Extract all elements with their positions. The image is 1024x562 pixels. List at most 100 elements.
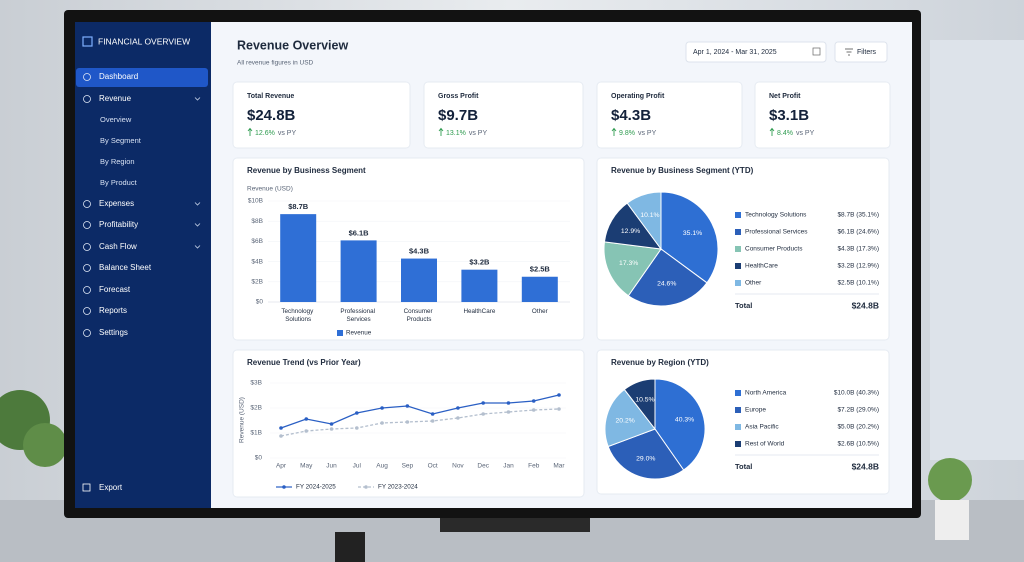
nav-item[interactable]: Overview: [100, 115, 132, 124]
y-tick-label: $6B: [251, 238, 263, 245]
up-arrow: [247, 127, 253, 136]
nav-item[interactable]: Forecast: [99, 285, 131, 294]
chart-title: Revenue by Business Segment (YTD): [611, 166, 754, 175]
legend-swatch: [735, 246, 741, 252]
slice-label: 20.2%: [616, 417, 635, 424]
legend-label: Consumer Products: [745, 246, 803, 253]
x-tick-label: Oct: [428, 463, 438, 470]
up-arrow: [611, 127, 617, 136]
slice-label: 12.9%: [621, 228, 640, 235]
nav-item[interactable]: By Segment: [100, 136, 142, 145]
point: [481, 401, 485, 405]
legend-swatch: [735, 424, 741, 430]
axis-title: Revenue (USD): [239, 397, 246, 443]
value-label: $8.7B: [288, 202, 309, 211]
legend-label: Asia Pacific: [745, 424, 779, 431]
plant: [23, 423, 67, 467]
nav-item[interactable]: Revenue: [99, 94, 132, 103]
nav-active: [76, 68, 208, 87]
nav-item[interactable]: Profitability: [99, 220, 138, 229]
legend-label: Technology Solutions: [745, 212, 807, 219]
x-tick-label: Sep: [402, 463, 414, 470]
nav-item[interactable]: Reports: [99, 306, 127, 315]
slice-label: 40.3%: [675, 416, 694, 423]
nav-item[interactable]: Cash Flow: [99, 242, 137, 251]
total-value: $24.8B: [852, 461, 879, 471]
nav-item[interactable]: By Region: [100, 157, 135, 166]
slice-label: 35.1%: [683, 230, 702, 237]
point: [456, 416, 460, 420]
nav-item[interactable]: Export: [99, 483, 123, 492]
kpi-change: 12.6%: [255, 130, 275, 137]
card: [232, 81, 411, 149]
x-tick-label: Mar: [553, 463, 565, 470]
pie-slice: [654, 378, 706, 471]
nav-item[interactable]: Balance Sheet: [99, 263, 152, 272]
nav-item[interactable]: By Product: [100, 178, 138, 187]
chevron: [194, 202, 201, 206]
slice-label: 24.6%: [657, 281, 676, 288]
filter-icon: [845, 48, 853, 56]
kpi-change: 8.4%: [777, 130, 793, 137]
x-tick-label: Technology Solutions: [281, 308, 315, 323]
y-tick-label: $0: [255, 455, 263, 462]
y-tick-label: $4B: [251, 258, 263, 265]
point: [456, 406, 460, 410]
window: [930, 40, 1024, 460]
point: [355, 426, 359, 430]
pie-slice: [660, 191, 719, 284]
y-tick-label: $2B: [250, 405, 262, 412]
icon: [82, 483, 91, 492]
point: [304, 429, 309, 433]
x-tick-label: May: [300, 463, 313, 470]
legend-label: HealthCare: [745, 263, 778, 270]
pie-slice: [627, 248, 708, 307]
x-tick-label: HealthCare: [463, 308, 495, 315]
value-label: $3.2B: [469, 258, 490, 267]
pie-slice: [603, 241, 662, 297]
pie-slice: [607, 428, 685, 480]
up-arrow: [438, 127, 444, 136]
y-tick-label: $3B: [250, 380, 262, 387]
nav-item[interactable]: Dashboard: [99, 72, 138, 81]
legend-label: FY 2023-2024: [378, 484, 418, 491]
x-tick-label: Aug: [376, 463, 388, 470]
legend-value: $2.5B (10.1%): [837, 280, 879, 287]
calendar-icon: [812, 47, 821, 56]
total-value: $24.8B: [852, 300, 879, 310]
y-tick-label: $2B: [251, 279, 263, 286]
filters-button[interactable]: [834, 41, 888, 63]
bar: [401, 258, 437, 302]
point: [405, 404, 410, 408]
icon: [83, 95, 91, 103]
nav-item[interactable]: Expenses: [99, 199, 134, 208]
point: [430, 419, 435, 423]
date-range: Apr 1, 2024 - Mar 31, 2025: [693, 49, 777, 56]
total-label: Total: [735, 301, 752, 310]
series-line: [280, 408, 560, 437]
nav-item[interactable]: Settings: [99, 328, 128, 337]
chevron: [194, 245, 201, 249]
legend-value: $3.2B (12.9%): [837, 263, 879, 270]
point: [279, 434, 283, 438]
x-tick-label: Feb: [528, 463, 540, 470]
value-label: $6.1B: [349, 228, 370, 237]
icon: [83, 243, 91, 251]
legend-swatch: [735, 229, 741, 235]
chart-title: Revenue Trend (vs Prior Year): [247, 358, 361, 367]
pot: [935, 500, 969, 540]
legend-point: [364, 485, 368, 489]
date-picker[interactable]: [685, 41, 827, 63]
icon: [83, 200, 91, 208]
kpi-change: 13.1%: [446, 130, 466, 137]
sidebar-title: FINANCIAL OVERVIEW: [98, 36, 190, 46]
filters-label: Filters: [857, 49, 877, 56]
kpi-label: Operating Profit: [611, 93, 665, 100]
x-tick-label: Professional Services: [340, 308, 376, 323]
legend-swatch: [735, 441, 741, 447]
legend-label: Rest of World: [745, 441, 785, 448]
point: [279, 426, 283, 430]
icon: [83, 73, 91, 81]
legend-swatch: [337, 330, 343, 336]
x-tick-label: Consumer Products: [404, 308, 435, 323]
